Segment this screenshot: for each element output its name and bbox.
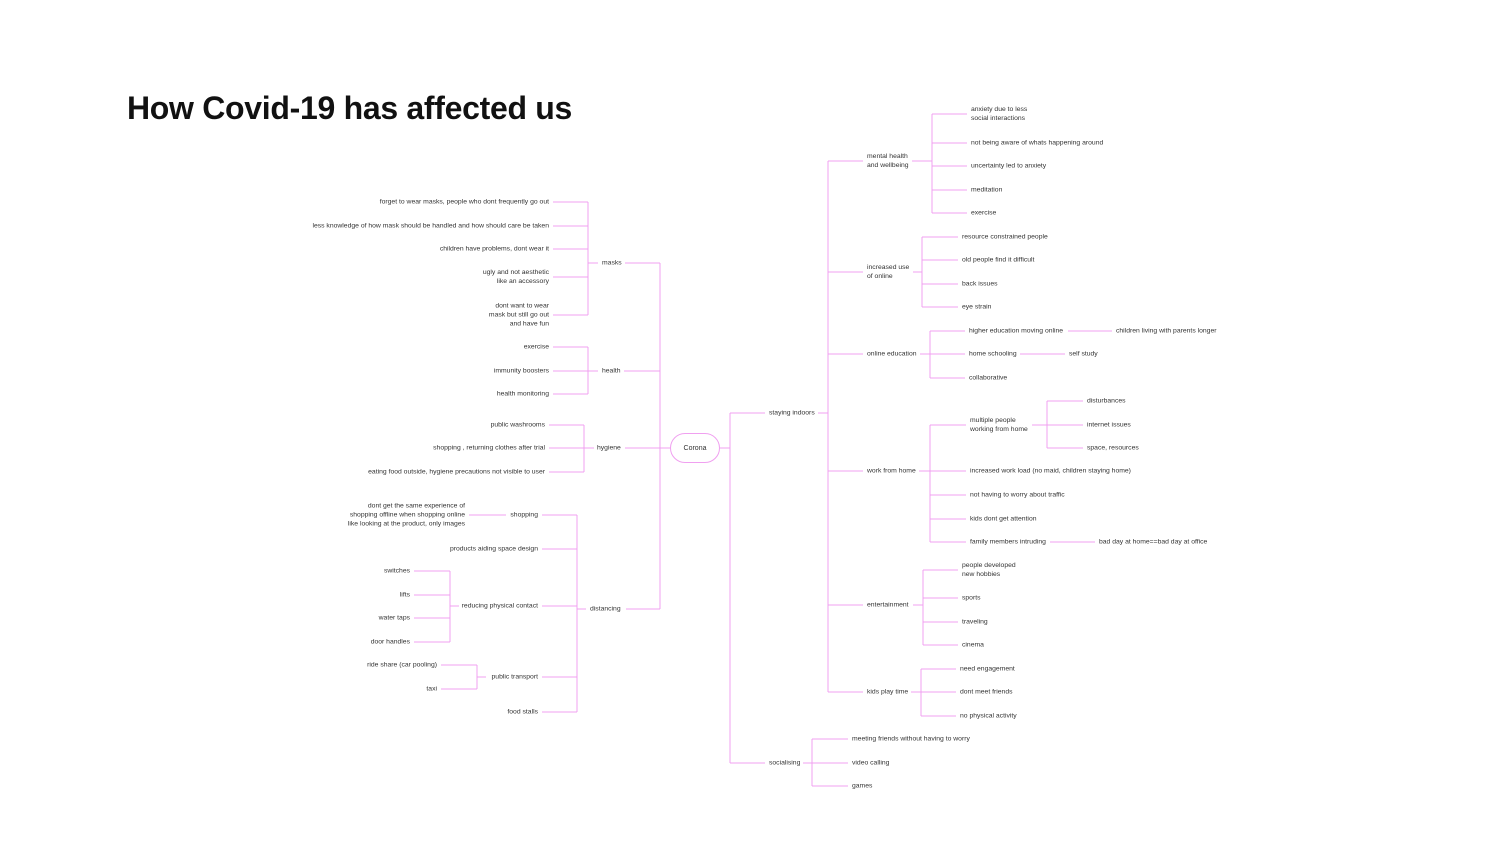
- node-leaf[interactable]: shopping , returning clothes after trial: [433, 444, 545, 452]
- connector-wfh: [919, 400, 1095, 543]
- node-leaf[interactable]: cinema: [962, 641, 984, 649]
- node-leaf[interactable]: bad day at home==bad day at office: [1099, 538, 1208, 546]
- node-socialising[interactable]: socialising: [769, 759, 801, 767]
- connector-health: [553, 346, 660, 395]
- node-leaf[interactable]: dont want to wear mask but still go out …: [488, 302, 549, 328]
- node-leaf[interactable]: health monitoring: [496, 390, 549, 398]
- node-leaf[interactable]: internet issues: [1087, 421, 1131, 429]
- node-leaf[interactable]: not having to worry about traffic: [970, 491, 1065, 499]
- connector-socialising: [803, 738, 848, 787]
- node-online-education[interactable]: online education: [867, 350, 917, 358]
- node-health[interactable]: health: [602, 367, 621, 375]
- node-leaf[interactable]: old people find it difficult: [962, 256, 1035, 264]
- node-leaf[interactable]: need engagement: [960, 665, 1015, 673]
- connector-kids-play: [911, 668, 956, 717]
- center-node-corona[interactable]: Corona: [670, 433, 720, 463]
- node-leaf[interactable]: meditation: [971, 186, 1003, 194]
- node-leaf[interactable]: exercise: [523, 343, 549, 351]
- connector-staying-indoors: [818, 160, 863, 693]
- node-multiple-people[interactable]: multiple people working from home: [970, 417, 1028, 433]
- connector-online-use: [913, 236, 958, 308]
- connector-right-trunk: [720, 412, 765, 764]
- node-leaf[interactable]: no physical activity: [960, 712, 1017, 720]
- node-distancing[interactable]: distancing: [590, 605, 621, 613]
- node-leaf[interactable]: products aiding space design: [449, 545, 538, 553]
- node-leaf[interactable]: food stalls: [507, 708, 538, 716]
- node-shopping[interactable]: shopping: [510, 511, 538, 519]
- connector-masks: [553, 201, 660, 316]
- node-entertainment[interactable]: entertainment: [867, 601, 909, 609]
- node-leaf[interactable]: self study: [1069, 350, 1098, 358]
- center-label: Corona: [683, 444, 707, 452]
- node-online-use[interactable]: increased use of online: [867, 264, 910, 280]
- node-staying-indoors[interactable]: staying indoors: [769, 409, 815, 417]
- node-hygiene[interactable]: hygiene: [597, 444, 621, 452]
- connector-hygiene: [549, 424, 670, 473]
- node-leaf[interactable]: not being aware of whats happening aroun…: [971, 139, 1104, 147]
- node-leaf[interactable]: meeting friends without having to worry: [852, 735, 970, 743]
- node-leaf[interactable]: resource constrained people: [962, 233, 1048, 241]
- node-leaf[interactable]: kids dont get attention: [970, 515, 1037, 523]
- node-leaf[interactable]: ugly and not aesthetic like an accessory: [482, 269, 549, 285]
- node-leaf[interactable]: disturbances: [1087, 397, 1126, 405]
- node-leaf[interactable]: switches: [383, 567, 410, 575]
- node-leaf[interactable]: traveling: [962, 618, 988, 626]
- connector-distancing: [414, 514, 586, 713]
- node-leaf[interactable]: public washrooms: [490, 421, 545, 429]
- node-leaf[interactable]: uncertainty led to anxiety: [971, 162, 1047, 170]
- node-leaf[interactable]: immunity boosters: [493, 367, 549, 375]
- node-masks[interactable]: masks: [602, 259, 622, 267]
- node-leaf[interactable]: family members intruding: [970, 538, 1046, 546]
- connector-education: [920, 330, 1112, 379]
- node-work-from-home[interactable]: work from home: [867, 467, 916, 475]
- node-leaf[interactable]: lifts: [399, 591, 410, 599]
- node-leaf[interactable]: forget to wear masks, people who dont fr…: [379, 198, 549, 206]
- node-leaf[interactable]: exercise: [971, 209, 997, 217]
- node-leaf[interactable]: people developed new hobbies: [962, 562, 1016, 578]
- node-leaf[interactable]: collaborative: [969, 374, 1008, 382]
- node-mental-health[interactable]: mental health and wellbeing: [867, 153, 909, 169]
- node-leaf[interactable]: eating food outside, hygiene precautions…: [368, 468, 545, 476]
- node-leaf[interactable]: increased work load (no maid, children s…: [970, 467, 1131, 475]
- node-leaf[interactable]: eye strain: [962, 303, 992, 311]
- node-leaf[interactable]: home schooling: [969, 350, 1017, 358]
- connector-entertainment: [913, 569, 958, 646]
- node-leaf[interactable]: back issues: [962, 280, 998, 288]
- node-leaf[interactable]: higher education moving online: [969, 327, 1064, 335]
- connector-left-trunk: [626, 263, 661, 610]
- node-leaf[interactable]: anxiety due to less social interactions: [971, 106, 1028, 122]
- page-title: How Covid-19 has affected us: [127, 90, 573, 126]
- node-leaf[interactable]: ride share (car pooling): [367, 661, 437, 669]
- node-reducing-contact[interactable]: reducing physical contact: [461, 602, 538, 610]
- node-leaf[interactable]: sports: [962, 594, 981, 602]
- node-leaf[interactable]: video calling: [852, 759, 890, 767]
- node-leaf[interactable]: dont meet friends: [960, 688, 1013, 696]
- node-leaf[interactable]: space, resources: [1087, 444, 1139, 452]
- connector-mental: [912, 113, 967, 214]
- node-public-transport[interactable]: public transport: [491, 673, 538, 681]
- node-leaf[interactable]: water taps: [378, 614, 410, 622]
- node-leaf[interactable]: games: [852, 782, 873, 790]
- node-leaf[interactable]: taxi: [426, 685, 437, 693]
- node-leaf[interactable]: children have problems, dont wear it: [439, 245, 549, 253]
- node-leaf[interactable]: less knowledge of how mask should be han…: [312, 222, 549, 230]
- node-leaf[interactable]: door handles: [370, 638, 410, 646]
- node-kids-play-time[interactable]: kids play time: [867, 688, 909, 696]
- node-leaf[interactable]: children living with parents longer: [1116, 327, 1217, 335]
- node-leaf[interactable]: dont get the same experience of shopping…: [347, 502, 465, 528]
